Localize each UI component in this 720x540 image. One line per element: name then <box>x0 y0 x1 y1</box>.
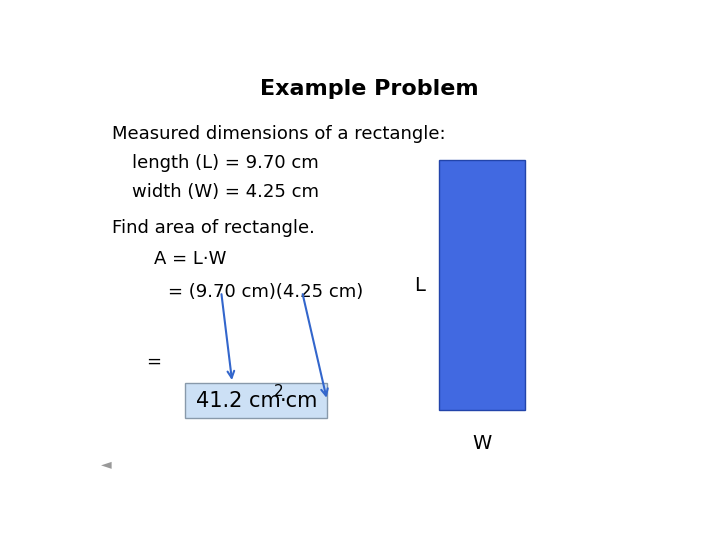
Text: ·cm: ·cm <box>279 390 318 410</box>
Text: W: W <box>472 434 492 453</box>
Text: Example Problem: Example Problem <box>260 79 478 99</box>
Text: L: L <box>414 276 425 295</box>
Text: Find area of rectangle.: Find area of rectangle. <box>112 219 315 237</box>
Text: width (W) = 4.25 cm: width (W) = 4.25 cm <box>132 183 319 201</box>
Text: length (L) = 9.70 cm: length (L) = 9.70 cm <box>132 154 319 172</box>
Text: Measured dimensions of a rectangle:: Measured dimensions of a rectangle: <box>112 125 446 143</box>
Bar <box>438 160 526 410</box>
Text: = (9.70 cm)(4.25 cm): = (9.70 cm)(4.25 cm) <box>168 283 364 301</box>
Text: 41.2 cm: 41.2 cm <box>196 390 281 410</box>
FancyBboxPatch shape <box>185 383 327 418</box>
Text: ◄: ◄ <box>101 457 112 471</box>
Text: 2: 2 <box>274 384 284 399</box>
Text: =: = <box>145 353 161 371</box>
Text: A = L·W: A = L·W <box>154 250 227 268</box>
